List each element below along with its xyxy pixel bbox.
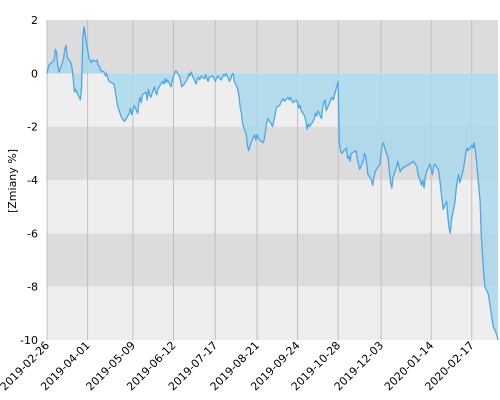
- y-tick-label: -6: [27, 227, 38, 240]
- series-area-fill: [47, 26, 498, 340]
- y-tick-label: -10: [20, 334, 38, 347]
- background-bands: [47, 20, 498, 340]
- series-line: [46, 26, 499, 341]
- y-tick-label: -8: [27, 281, 38, 294]
- y-tick-label: 0: [31, 67, 38, 80]
- y-tick-label: -4: [27, 174, 38, 187]
- y-axis-ticks: 2 0 -2 -4 -6 -8 -10: [20, 14, 38, 347]
- background-band: [47, 233, 498, 287]
- y-tick-label: -2: [27, 121, 38, 134]
- y-tick-label: 2: [31, 14, 38, 27]
- area-layer: [46, 26, 499, 341]
- x-axis-ticks: 2019-02-262019-04-012019-05-092019-06-12…: [0, 339, 477, 393]
- background-band: [47, 180, 498, 234]
- background-band: [47, 20, 498, 74]
- y-axis-label: [Zmiany %]: [6, 149, 19, 213]
- background-band: [47, 286, 498, 340]
